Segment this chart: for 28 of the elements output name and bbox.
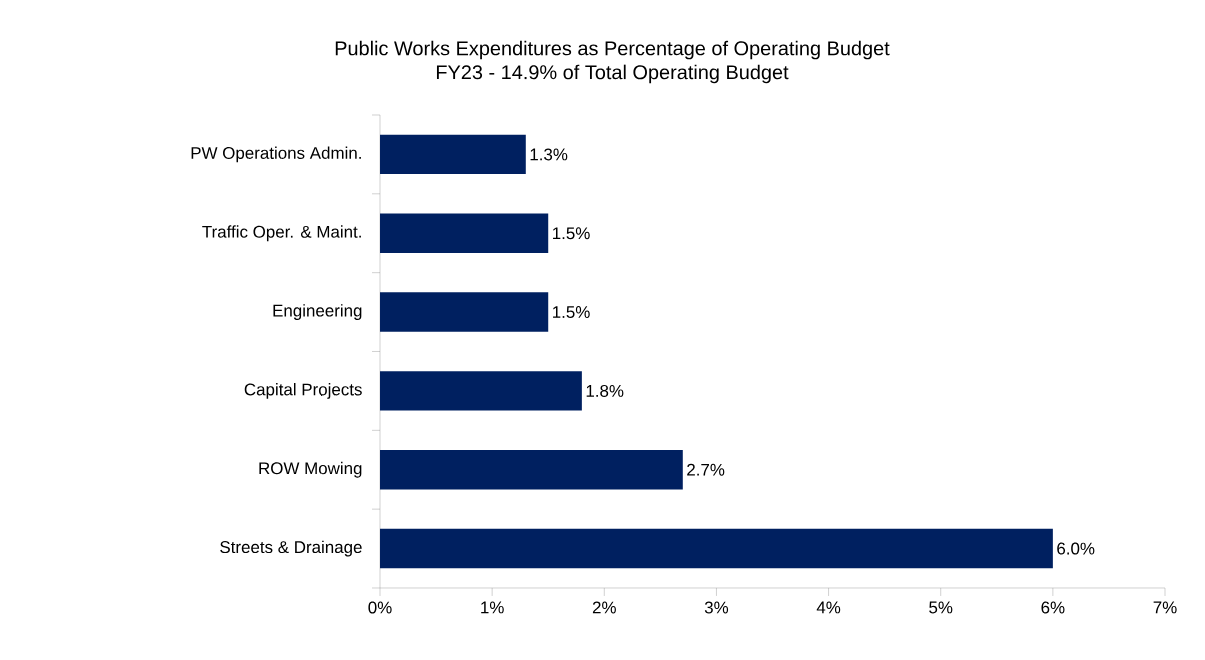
chart-title: Public Works Expenditures as Percentage of Operating Budget xyxy=(335,40,890,60)
x-tick-label: 0% xyxy=(368,601,392,614)
x-tick-label: 4% xyxy=(816,601,841,614)
data-label: 2.7% xyxy=(687,463,725,476)
data-label: 1.3% xyxy=(530,148,568,161)
chart-subtitle: FY23 - 14.9% of Total Operating Budget xyxy=(436,64,789,84)
x-tick-label: 7% xyxy=(1153,601,1177,614)
y-tick-label: Capital Projects xyxy=(244,383,362,399)
y-tick-label: Traffic Oper. & Maint. xyxy=(202,225,361,242)
bar xyxy=(380,134,526,175)
bar xyxy=(380,528,1053,569)
x-tick-label: 1% xyxy=(481,601,504,614)
data-label: 1.8% xyxy=(586,384,624,397)
y-tick-label: Streets & Drainage xyxy=(220,540,362,557)
bar xyxy=(380,292,549,332)
data-label: 6.0% xyxy=(1057,542,1095,555)
y-tick-label: Engineering xyxy=(273,304,362,320)
x-tick-label: 6% xyxy=(1041,601,1065,614)
y-tick-label: ROW Mowing xyxy=(259,461,362,478)
bar xyxy=(380,213,549,253)
bar xyxy=(380,371,582,411)
y-tick-label: PW Operations Admin. xyxy=(191,146,361,163)
data-label: 1.5% xyxy=(553,227,590,240)
x-tick-label: 2% xyxy=(592,601,616,614)
x-tick-label: 3% xyxy=(704,601,729,614)
data-label: 1.5% xyxy=(553,306,590,319)
x-tick-label: 5% xyxy=(929,601,953,614)
bar xyxy=(380,450,683,490)
